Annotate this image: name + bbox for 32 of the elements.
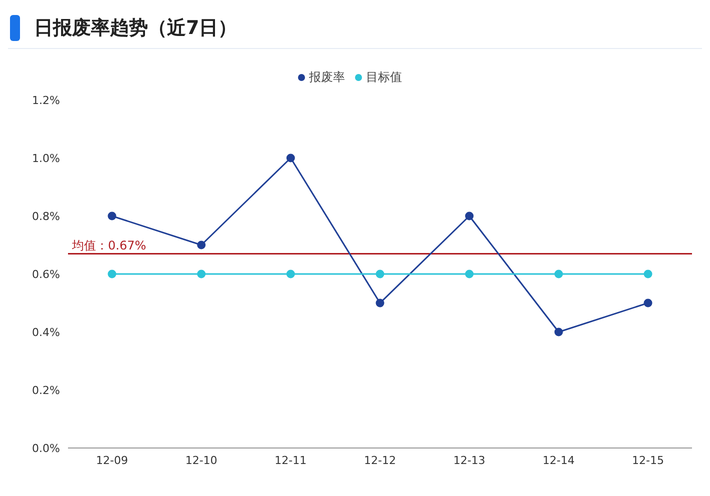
point [465, 270, 474, 278]
point [554, 270, 563, 278]
point [644, 270, 652, 278]
point [465, 212, 474, 220]
y-tick-label: 0.2% [32, 384, 60, 397]
point [376, 298, 384, 308]
ref-line-label: 均值：0.67% [71, 238, 146, 253]
point [644, 298, 652, 308]
y-tick-label: 0.6% [32, 268, 60, 281]
point [376, 270, 384, 278]
legend-label: 报废率 [309, 70, 345, 84]
y-tick-label: 0.8% [32, 210, 60, 223]
chart-title: 日报废率趋势（近7日） [34, 16, 238, 41]
y-tick-label: 1.0% [32, 152, 60, 165]
x-tick-label: 12-12 [364, 454, 396, 467]
point [286, 270, 295, 278]
x-tick-label: 12-11 [274, 454, 307, 467]
point [197, 270, 206, 278]
x-tick-label: 12-10 [185, 454, 218, 467]
y-tick-label: 0.0% [32, 442, 60, 455]
legend-label: 目标值 [366, 70, 402, 84]
point [286, 154, 295, 162]
y-tick-label: 1.2% [32, 94, 60, 107]
x-tick-label: 12-13 [453, 454, 486, 467]
point [554, 328, 563, 336]
point [108, 212, 116, 220]
x-tick-label: 12-15 [632, 454, 664, 467]
point [108, 270, 116, 278]
point [197, 240, 206, 250]
y-tick-label: 0.4% [32, 326, 60, 339]
x-tick-label: 12-09 [96, 454, 128, 467]
x-tick-label: 12-14 [542, 454, 575, 467]
